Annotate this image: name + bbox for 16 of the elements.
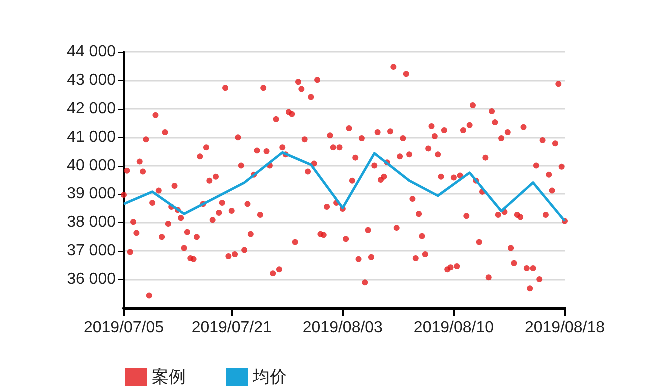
y-tick-label: 40 000 [67,157,116,174]
y-tick-label: 36 000 [67,271,116,288]
legend-label: 均价 [252,368,287,386]
x-tick-label: 2019/08/18 [524,320,606,336]
y-tick-label: 44 000 [67,44,116,60]
legend-label: 案例 [152,368,186,386]
y-tick-label: 41 000 [67,128,116,146]
x-tick-label: 2019/07/05 [84,320,164,336]
y-tick-label: 38 000 [67,214,116,232]
x-tick-label: 2019/07/21 [192,320,272,336]
x-tick-label: 2019/08/03 [302,320,384,336]
y-tick-label: 43 000 [67,72,116,89]
y-tick-label: 37 000 [67,242,116,260]
y-tick-label: 42 000 [67,100,116,118]
x-tick-label: 2019/08/10 [414,320,494,336]
y-tick-label: 39 000 [67,186,116,203]
